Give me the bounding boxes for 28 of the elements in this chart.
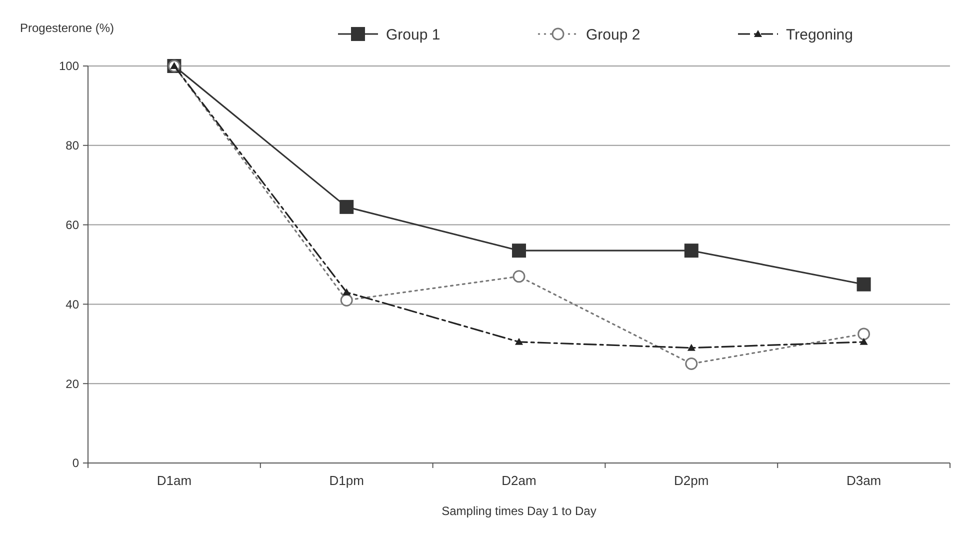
point — [512, 244, 526, 258]
x-axis-title: Sampling times Day 1 to Day — [442, 504, 596, 518]
point — [860, 338, 868, 345]
y-tick-label: 60 — [66, 218, 80, 232]
legend-label: Tregoning — [786, 26, 853, 44]
point — [342, 288, 351, 296]
legend-label: Group 1 — [386, 26, 440, 44]
point — [858, 328, 870, 340]
x-tick-label: D1am — [156, 473, 192, 488]
y-tick-label: 20 — [66, 376, 80, 391]
point — [687, 344, 696, 351]
x-tick-label: D2pm — [674, 473, 709, 488]
y-tick-label: 0 — [72, 456, 80, 470]
point — [515, 338, 523, 345]
x-tick-label: D2am — [502, 473, 536, 488]
legend-label: Group 2 — [586, 26, 640, 44]
y-axis-title: Progesterone (%) — [20, 21, 114, 35]
x-tick-label: D1pm — [329, 473, 364, 488]
point — [856, 277, 871, 292]
point — [512, 270, 526, 283]
point — [340, 200, 354, 214]
y-tick-label: 40 — [66, 297, 80, 312]
y-tick-label: 100 — [58, 59, 80, 74]
point — [340, 294, 353, 306]
x-tick-label: D3am — [846, 473, 882, 488]
y-tick-label: 80 — [66, 138, 80, 153]
point — [684, 244, 698, 258]
point — [685, 358, 698, 370]
